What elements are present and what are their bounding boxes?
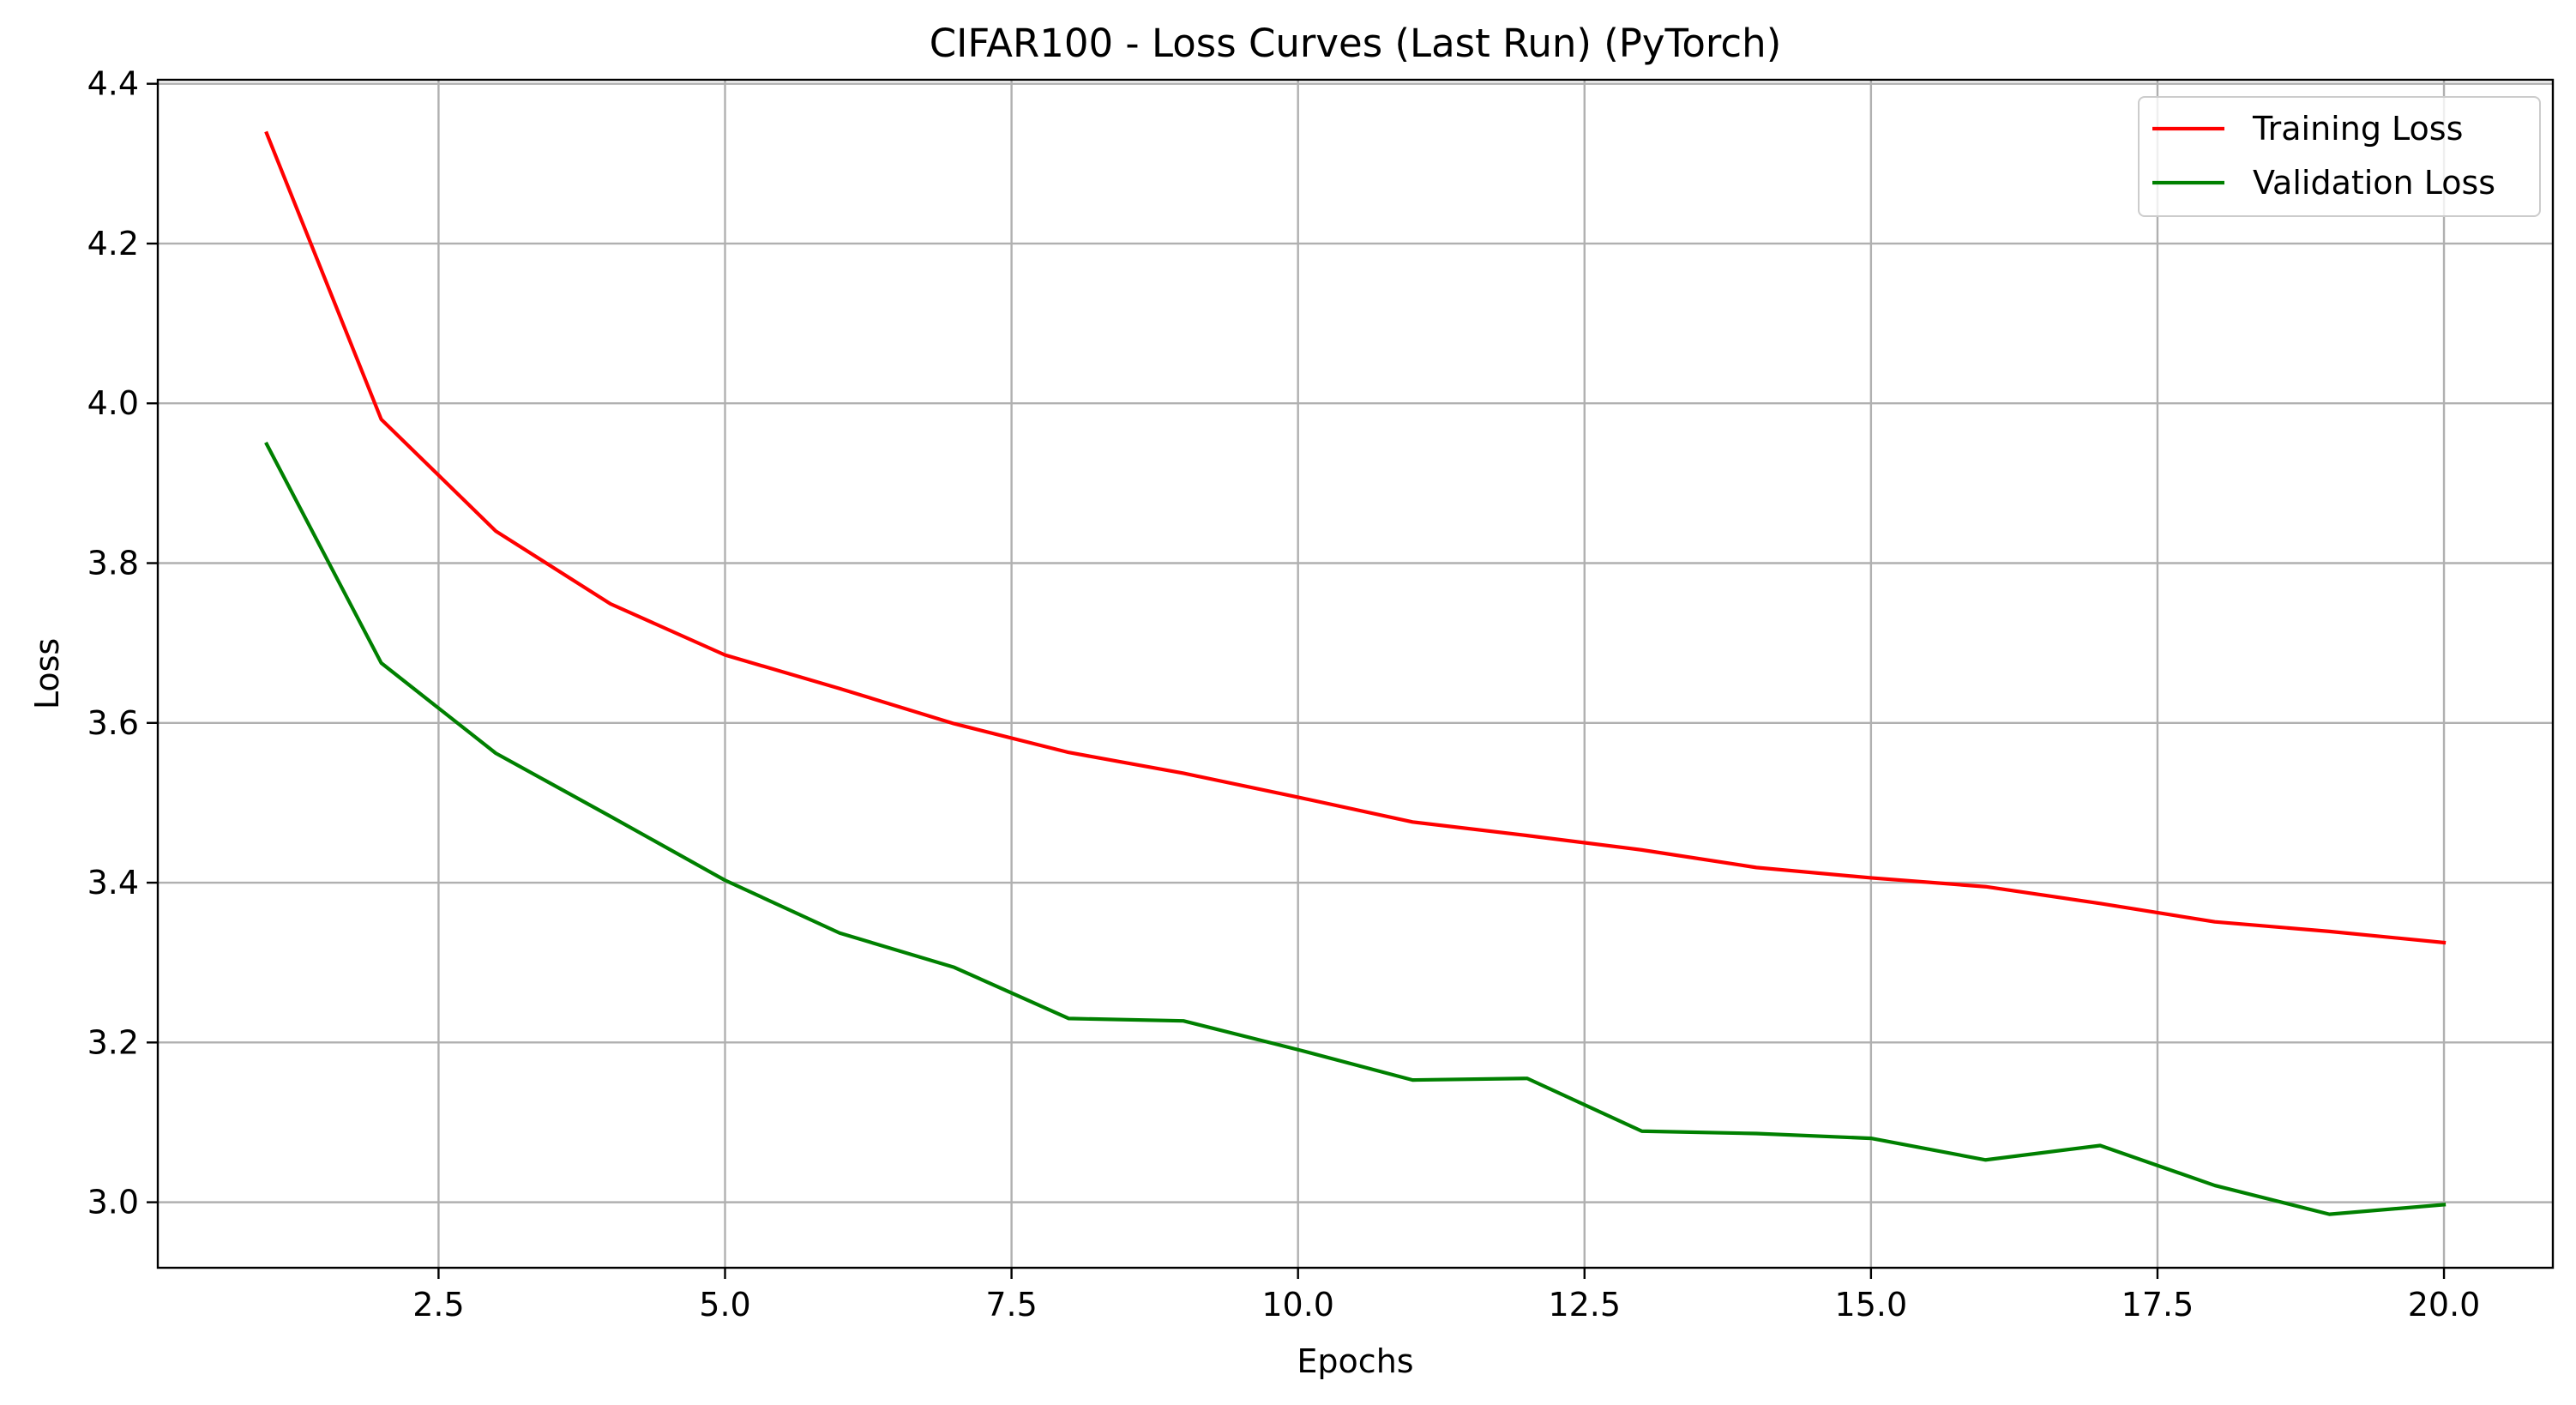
legend-items: Training Loss Validation Loss: [2152, 110, 2495, 202]
legend-label: Validation Loss: [2253, 164, 2495, 202]
legend-label: Training Loss: [2252, 110, 2463, 148]
y-tick-label: 3.6: [87, 704, 139, 742]
x-axis-ticks: 2.5 5.0 7.5 10.0 12.5 15.0 17.5 20.0: [412, 1268, 2480, 1324]
y-tick-label: 4.2: [87, 225, 139, 262]
y-tick-label: 3.8: [87, 545, 139, 582]
y-tick-label: 3.4: [87, 864, 139, 901]
validation-loss-line: [264, 441, 2447, 1216]
y-tick-label: 3.0: [87, 1184, 139, 1221]
x-tick-label: 20.0: [2408, 1286, 2481, 1324]
y-tick-label: 4.4: [87, 65, 139, 103]
training-loss-line: [264, 130, 2447, 945]
legend-box: [2138, 96, 2541, 217]
x-tick-label: 2.5: [412, 1286, 464, 1324]
x-tick-label: 15.0: [1835, 1286, 1908, 1324]
legend: Training Loss Validation Loss: [2138, 96, 2541, 217]
x-tick-label: 5.0: [699, 1286, 750, 1324]
x-tick-label: 7.5: [985, 1286, 1037, 1324]
chart-title: CIFAR100 - Loss Curves (Last Run) (PyTor…: [930, 21, 1782, 66]
y-axis-label: Loss: [28, 638, 66, 709]
x-tick-label: 10.0: [1261, 1286, 1334, 1324]
x-axis-label: Epochs: [1297, 1342, 1413, 1380]
grid-lines: [158, 80, 2553, 1268]
y-tick-label: 3.2: [87, 1023, 139, 1061]
x-tick-label: 12.5: [1548, 1286, 1621, 1324]
y-tick-label: 4.0: [87, 384, 139, 422]
x-tick-label: 17.5: [2122, 1286, 2194, 1324]
y-axis-ticks: 3.0 3.2 3.4 3.6 3.8 4.0 4.2 4.4: [87, 65, 158, 1221]
series-lines: [264, 130, 2447, 1216]
axes-frame: [156, 78, 2555, 1269]
